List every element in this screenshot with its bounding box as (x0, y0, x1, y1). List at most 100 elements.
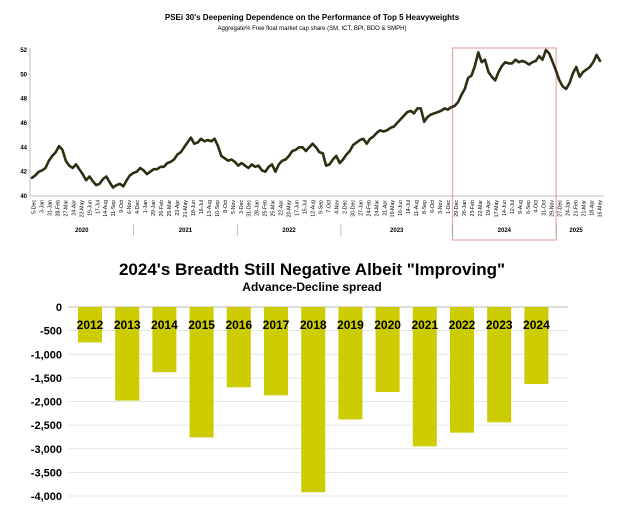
bar-category-label: 2014 (151, 318, 178, 332)
line-chart-x-axis: 5-Dec 3-Jan 31-Jan 28-Feb 27-Mar 24-Apr 22-May… (30, 195, 604, 236)
line-chart-x-tick: 4-Dec (135, 200, 141, 214)
line-chart-x-tick: 25-Mar (271, 200, 277, 217)
line-chart-x-tick: 4-Oct (534, 199, 540, 212)
bar-chart-y-tick: -1,500 (31, 373, 62, 385)
bar-2014 (152, 307, 177, 373)
bar-chart-title: 2024's Breadth Still Negative Albeit "Im… (119, 260, 505, 279)
bar-2018 (301, 307, 326, 493)
bar-2017 (264, 307, 288, 396)
line-chart-x-tick: 19-Apr (486, 200, 492, 216)
bar-chart-y-tick: -3,000 (31, 444, 62, 456)
bar-2021 (412, 307, 437, 447)
line-chart-x-tick: 14-Jun (502, 200, 508, 216)
line-chart-year-label: 2022 (282, 228, 296, 234)
line-chart-x-tick: 3-Nov (438, 200, 444, 214)
line-chart-x-tick: 23-Feb (470, 200, 476, 217)
line-chart-x-tick: 11-Sep (111, 200, 117, 216)
line-chart-x-tick: 27-Mar (63, 200, 69, 217)
line-chart-x-tick: 16-Jul (199, 200, 205, 214)
bar-chart-y-tick: -2,000 (31, 397, 62, 409)
bar-category-label: 2012 (77, 318, 104, 332)
line-chart-year-label: 2025 (569, 228, 583, 234)
line-chart-x-tick: 21-Feb (574, 200, 580, 217)
line-chart-x-tick: 15-Jul (303, 200, 309, 214)
line-chart-y-tick: 48 (20, 97, 27, 103)
line-chart-x-tick: 21-Mar (582, 200, 588, 217)
bar-2023 (487, 307, 512, 423)
line-chart-x-tick: 21-Apr (382, 200, 388, 216)
line-chart-y-tick: 52 (20, 48, 27, 54)
line-chart-x-tick: 5-Dec (31, 200, 37, 214)
heavyweights-line-chart: PSEi 30's Deepening Dependence on the Pe… (20, 13, 604, 241)
bar-chart-y-tick: -3,500 (31, 467, 62, 479)
line-chart-x-tick: 25-Feb (263, 200, 269, 217)
line-chart-x-tick: 1-Dec (446, 200, 452, 214)
year-highlight-box (451, 47, 557, 241)
line-chart-x-tick: 17-Jun (295, 200, 301, 216)
line-chart-x-tick: 24-Jan (566, 200, 572, 216)
line-chart-x-tick: 27-Jan (358, 200, 364, 216)
line-chart-x-tick: 31-Oct (542, 199, 548, 215)
bar-2022 (450, 307, 474, 433)
line-chart-x-tick: 9-Oct (119, 199, 125, 212)
line-chart-x-tick: 14-Jul (406, 200, 412, 214)
bar-chart-y-tick: 0 (56, 302, 62, 314)
bar-2013 (115, 307, 140, 401)
line-chart-x-tick: 11-Aug (414, 200, 420, 216)
bar-category-label: 2017 (263, 318, 290, 332)
line-chart-year-label: 2021 (179, 228, 193, 234)
line-chart-x-tick: 29-Jan (151, 200, 157, 216)
line-chart-x-tick: 16-May (598, 200, 604, 218)
bar-2015 (189, 307, 214, 438)
line-chart-x-tick: 4-Nov (334, 200, 340, 214)
bar-category-label: 2020 (374, 318, 401, 332)
line-chart-x-tick: 27-Dec (558, 200, 564, 217)
line-chart-x-tick: 8-Sep (422, 200, 428, 214)
bar-2012 (78, 307, 102, 343)
line-chart-x-tick: 9-Aug (518, 200, 524, 214)
line-chart-y-tick: 50 (20, 72, 27, 78)
line-chart-title: PSEi 30's Deepening Dependence on the Pe… (165, 13, 460, 22)
bar-2020 (375, 307, 400, 393)
line-chart-x-tick: 9-Sep (318, 200, 324, 214)
line-chart-y-tick: 46 (20, 121, 27, 127)
line-chart-x-tick: 21-May (183, 200, 189, 218)
line-series-path (30, 48, 602, 189)
line-chart-x-tick: 10-Sep (215, 200, 221, 217)
bar-chart-y-tick: -500 (40, 326, 62, 338)
line-chart-year-label: 2020 (75, 228, 89, 234)
line-chart-x-tick: 26-Jan (462, 200, 468, 216)
line-chart-year-label: 2023 (390, 228, 404, 234)
line-chart-x-tick: 17-Jul (95, 200, 101, 214)
line-chart-x-tick: 3-Dec (239, 200, 245, 214)
line-chart-x-tick: 3-Jan (39, 200, 45, 213)
line-chart-x-tick: 16-Jun (398, 200, 404, 216)
line-chart-x-tick: 28-Feb (55, 200, 61, 217)
line-chart-x-tick: 18-Apr (590, 200, 596, 216)
line-chart-x-tick: 25-Mar (167, 200, 173, 217)
line-chart-x-tick: 24-Feb (366, 200, 372, 217)
bar-category-label: 2019 (337, 318, 364, 332)
line-chart-x-tick: 22-Apr (279, 200, 285, 216)
line-series (30, 48, 602, 189)
bar-category-label: 2018 (300, 318, 327, 332)
bar-2019 (338, 307, 363, 420)
line-chart-x-tick: 19-May (390, 200, 396, 218)
line-chart-x-tick: 12-Aug (311, 200, 317, 217)
line-chart-x-tick: 7-Oct (326, 199, 332, 212)
line-chart-x-tick: 22-Mar (478, 200, 484, 217)
bar-2024 (524, 307, 549, 385)
bar-category-label: 2024 (523, 318, 550, 332)
bar-category-label: 2016 (225, 318, 252, 332)
bar-category-label: 2015 (188, 318, 215, 332)
line-chart-x-tick: 24-Mar (374, 200, 380, 217)
line-chart-x-tick: 5-Nov (231, 200, 237, 214)
bar-category-label: 2021 (411, 318, 438, 332)
line-chart-x-tick: 24-Apr (71, 200, 77, 216)
line-chart-year-label: 2024 (498, 228, 512, 234)
line-chart-x-tick: 22-May (79, 200, 85, 218)
line-chart-x-tick: 23-Apr (175, 200, 181, 216)
line-chart-x-tick: 31-Jan (47, 200, 53, 216)
bar-category-label: 2022 (449, 318, 476, 332)
line-chart-x-tick: 2-Dec (342, 200, 348, 214)
